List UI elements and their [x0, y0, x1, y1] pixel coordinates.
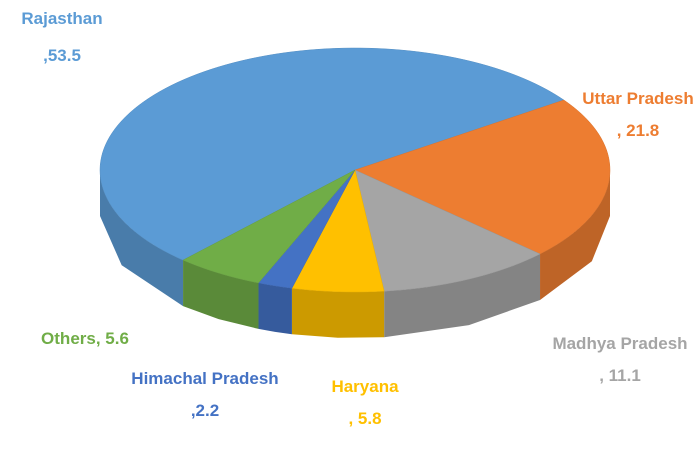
slice-side — [258, 282, 292, 335]
label-value: , 21.8 — [617, 121, 660, 140]
slice-side — [384, 253, 541, 338]
slice-side — [100, 170, 184, 307]
slice — [354, 169, 541, 292]
data-label: Uttar Pradesh , 21.8 — [582, 89, 693, 140]
label-value: ,53.5 — [43, 46, 81, 65]
slice-side — [291, 288, 385, 338]
label-value: , 11.1 — [599, 366, 641, 385]
slice — [99, 47, 565, 261]
label-name: Himachal Pradesh — [131, 369, 278, 388]
slice — [354, 99, 611, 255]
label-name: Madhya Pradesh — [552, 334, 687, 353]
data-label: Haryana , 5.8 — [331, 377, 399, 428]
data-label: Others, 5.6 — [41, 329, 129, 348]
label-name: Rajasthan — [21, 9, 102, 28]
slice — [182, 169, 356, 284]
slice-side — [540, 170, 610, 300]
label-name: Haryana — [331, 377, 399, 396]
label-name: Uttar Pradesh — [582, 89, 693, 108]
data-label: Madhya Pradesh , 11.1 — [552, 334, 687, 385]
label-value: , 5.6 — [96, 329, 129, 348]
label-value: ,2.2 — [191, 401, 219, 420]
label-value: , 5.8 — [348, 409, 381, 428]
label-name: Others — [41, 329, 96, 348]
data-label: Himachal Pradesh ,2.2 — [131, 369, 278, 420]
data-label: Rajasthan ,53.5 — [21, 9, 102, 65]
slice-side — [183, 260, 259, 329]
slice — [291, 169, 385, 293]
